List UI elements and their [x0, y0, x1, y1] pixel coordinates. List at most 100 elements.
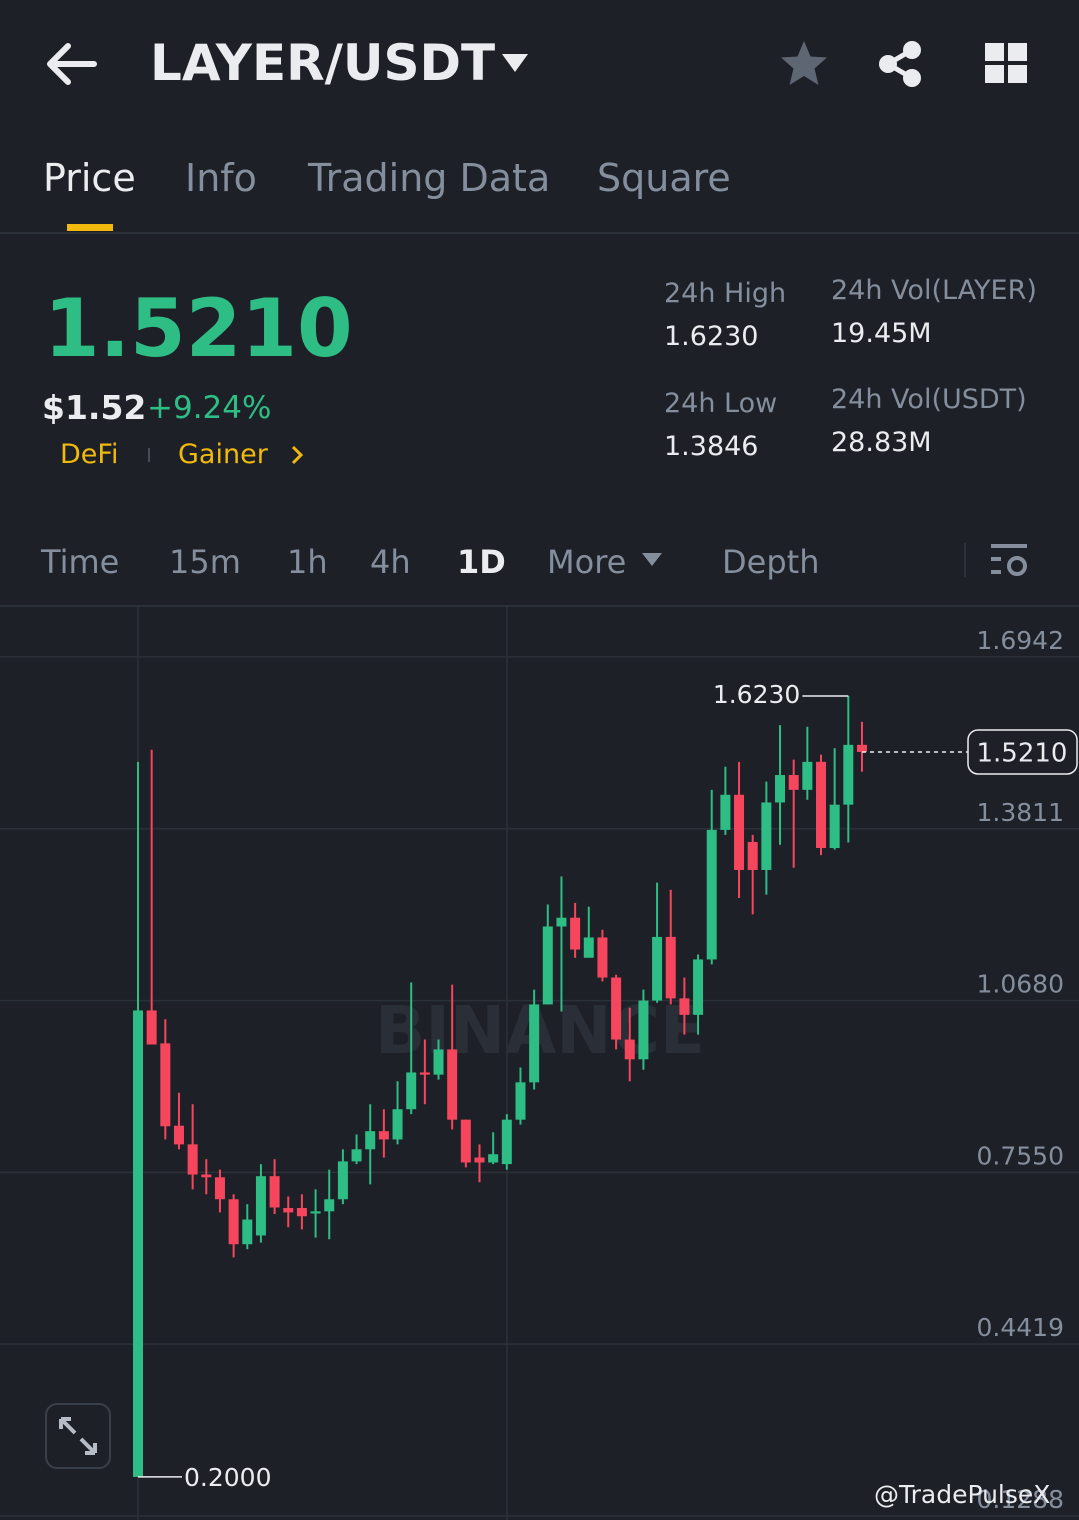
expand-icon [59, 1417, 97, 1455]
tag-separator [148, 448, 150, 462]
candle-body [706, 829, 717, 960]
candle-body [296, 1208, 307, 1217]
y-tick-label: 1.3811 [977, 798, 1064, 827]
tab[interactable]: Square [597, 156, 731, 200]
tag-chevron[interactable] [290, 444, 306, 466]
interval[interactable]: 1h [287, 543, 328, 581]
tab[interactable]: Info [185, 156, 257, 200]
candle-body [160, 1043, 171, 1127]
y-tick-label: 0.1288 [977, 1485, 1064, 1514]
more-caret[interactable] [641, 552, 663, 568]
candle-body [433, 1049, 444, 1075]
back-button[interactable] [44, 40, 100, 88]
candle-body [583, 937, 594, 958]
tab-active[interactable]: Price [43, 156, 136, 200]
candle-body [624, 1039, 635, 1060]
candle-body [365, 1131, 376, 1150]
interval[interactable]: Time [41, 543, 120, 581]
stat-label: 24h Vol(LAYER) [831, 275, 1037, 306]
candle-body [201, 1174, 212, 1178]
candle-body [242, 1219, 253, 1245]
tab-indicator [67, 224, 113, 231]
candle-body [187, 1144, 198, 1175]
pair-title[interactable]: LAYER/USDT [150, 34, 496, 92]
interval[interactable]: 4h [370, 543, 411, 581]
y-tick-label: 1.6942 [977, 626, 1064, 655]
candle-body [378, 1131, 389, 1140]
y-tick-label: 1.0680 [977, 970, 1064, 999]
candle-body [214, 1177, 225, 1200]
tag[interactable]: DeFi [60, 439, 119, 470]
interval-more[interactable]: More [547, 543, 627, 581]
candle-body [747, 841, 758, 870]
candle-body [679, 998, 690, 1015]
candle-body [488, 1154, 499, 1163]
candle-body [173, 1125, 184, 1145]
candle-body [652, 936, 663, 1001]
candle-body [146, 1010, 157, 1045]
candle-body [570, 917, 581, 950]
tab[interactable]: Trading Data [308, 156, 551, 200]
pair-dropdown[interactable] [500, 52, 530, 74]
candle-body [406, 1072, 417, 1110]
candle-body [816, 761, 826, 849]
expand-button[interactable] [45, 1403, 111, 1469]
low-label: 0.2000 [184, 1463, 271, 1492]
candle-body [611, 977, 622, 1040]
candle-body [665, 936, 676, 999]
candle-body [269, 1176, 280, 1208]
interval[interactable]: Depth [722, 543, 820, 581]
chart-settings[interactable] [990, 542, 1030, 580]
candle-body [228, 1199, 239, 1245]
last-price-label: 1.5210 [977, 738, 1068, 768]
candle-body [720, 794, 731, 830]
candle-body [310, 1211, 321, 1214]
usd-price: $1.52 [42, 388, 147, 427]
y-tick-label: 0.4419 [977, 1313, 1064, 1342]
divider [964, 543, 966, 577]
candle-body [556, 917, 567, 927]
stat-label: 24h Vol(USDT) [831, 384, 1027, 415]
favorite-star[interactable] [778, 38, 830, 90]
divider [0, 232, 1079, 234]
watermark: BINANCE [375, 992, 705, 1069]
last-price: 1.5210 [44, 282, 353, 375]
grid-menu[interactable] [985, 43, 1029, 85]
candle-body [761, 802, 772, 870]
candle-body [638, 1000, 649, 1060]
candle-body [255, 1176, 266, 1236]
credit: @TradePulseX [874, 1480, 1051, 1509]
candle-body [392, 1109, 403, 1140]
last-price-box [967, 729, 1078, 775]
candle-body [351, 1149, 362, 1162]
candle-body [324, 1199, 335, 1212]
stat-label: 24h Low [664, 388, 778, 419]
stat-value: 1.3846 [664, 431, 759, 462]
candle-body [133, 1010, 143, 1477]
candle-body [775, 775, 786, 803]
divider [0, 605, 1079, 607]
interval-active[interactable]: 1D [457, 543, 506, 581]
candle-body [788, 775, 799, 790]
interval[interactable]: 15m [169, 543, 241, 581]
candle-body [283, 1208, 294, 1213]
candle-body [419, 1072, 430, 1075]
candle-body [856, 744, 867, 752]
candle-body [529, 1004, 540, 1083]
stat-label: 24h High [664, 278, 787, 309]
tag[interactable]: Gainer [178, 439, 268, 470]
price-change: +9.24% [147, 390, 272, 426]
stat-value: 19.45M [831, 318, 932, 349]
candle-body [802, 761, 813, 790]
y-tick-label: 0.7550 [977, 1141, 1064, 1170]
share-button[interactable] [876, 40, 924, 88]
candle-body [337, 1161, 348, 1200]
candle-body [693, 959, 704, 1015]
stat-value: 28.83M [831, 427, 932, 458]
candle-body [460, 1119, 471, 1163]
candle-body [597, 937, 608, 978]
high-label: 1.6230 [713, 680, 800, 709]
candle-body [501, 1119, 512, 1165]
stat-value: 1.6230 [664, 321, 759, 352]
